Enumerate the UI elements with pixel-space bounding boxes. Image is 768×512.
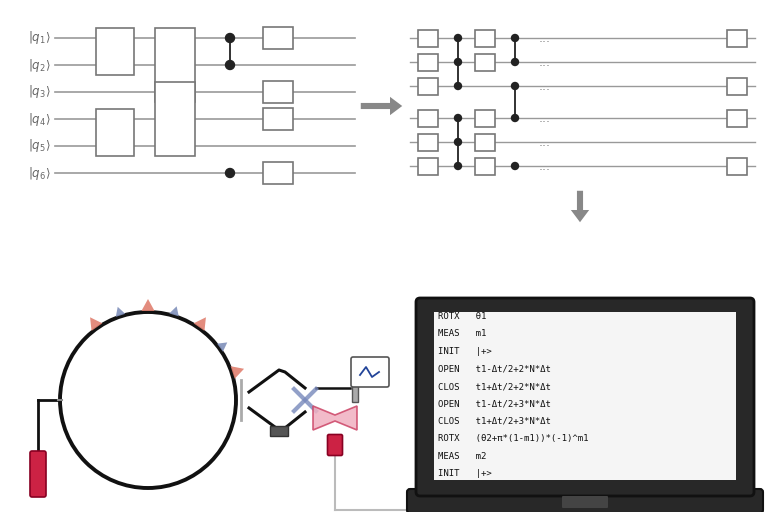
Text: CLOS   t1+Δt/2+2*N*Δt: CLOS t1+Δt/2+2*N*Δt [438, 382, 551, 391]
Bar [96, 109, 134, 156]
Circle shape [511, 34, 518, 41]
Bar [418, 110, 438, 126]
Text: ...: ... [539, 160, 551, 173]
Text: $|q_4\rangle$: $|q_4\rangle$ [28, 111, 51, 127]
Circle shape [511, 58, 518, 66]
FancyBboxPatch shape [327, 435, 343, 456]
Circle shape [511, 115, 518, 121]
Circle shape [455, 139, 462, 145]
FancyBboxPatch shape [562, 496, 608, 508]
Circle shape [455, 162, 462, 169]
Bar [727, 158, 747, 175]
Text: $|q_5\rangle$: $|q_5\rangle$ [28, 138, 51, 155]
Bar [727, 30, 747, 47]
Bar [418, 134, 438, 151]
Polygon shape [141, 299, 154, 311]
Text: $|q_1\rangle$: $|q_1\rangle$ [28, 30, 51, 47]
Text: CLOS   t1+Δt/2+3*N*Δt: CLOS t1+Δt/2+3*N*Δt [438, 417, 551, 426]
Circle shape [455, 34, 462, 41]
Bar [270, 426, 288, 436]
Bar [434, 312, 736, 480]
Bar [727, 110, 747, 126]
Polygon shape [217, 343, 227, 352]
Text: ...: ... [539, 112, 551, 124]
FancyBboxPatch shape [30, 451, 46, 497]
Bar [263, 108, 293, 130]
Text: OPEN   t1-Δt/2+2*N*Δt: OPEN t1-Δt/2+2*N*Δt [438, 365, 551, 373]
Text: ...: ... [539, 136, 551, 148]
Bar [475, 158, 495, 175]
Text: ...: ... [539, 79, 551, 93]
FancyBboxPatch shape [416, 298, 754, 496]
Polygon shape [116, 307, 125, 317]
Circle shape [226, 33, 234, 42]
Text: INIT   |+>: INIT |+> [438, 470, 492, 479]
Text: MEAS   m2: MEAS m2 [438, 452, 486, 461]
Bar [263, 27, 293, 49]
Circle shape [511, 82, 518, 90]
Text: $|q_3\rangle$: $|q_3\rangle$ [28, 83, 51, 100]
Text: $|q_6\rangle$: $|q_6\rangle$ [28, 164, 51, 181]
Text: ...: ... [539, 32, 551, 45]
Text: ...: ... [539, 55, 551, 69]
Polygon shape [230, 366, 244, 379]
Bar [155, 82, 195, 156]
Bar [475, 53, 495, 71]
Text: $|q_2\rangle$: $|q_2\rangle$ [28, 56, 51, 74]
Circle shape [226, 60, 234, 70]
Text: ROTX   θ1: ROTX θ1 [438, 312, 486, 321]
Polygon shape [194, 317, 206, 331]
Bar [263, 162, 293, 184]
Bar [352, 374, 358, 402]
Circle shape [511, 162, 518, 169]
Polygon shape [90, 317, 102, 331]
Bar [263, 81, 293, 103]
Bar [475, 110, 495, 126]
Bar [418, 77, 438, 95]
FancyBboxPatch shape [351, 357, 389, 387]
Circle shape [455, 115, 462, 121]
FancyBboxPatch shape [407, 489, 763, 512]
Polygon shape [169, 306, 179, 316]
Bar [418, 158, 438, 175]
Circle shape [455, 58, 462, 66]
Circle shape [226, 168, 234, 178]
Bar [475, 30, 495, 47]
Bar [418, 30, 438, 47]
Text: ROTX   (θ2+π*(1-m1))*(-1)^m1: ROTX (θ2+π*(1-m1))*(-1)^m1 [438, 435, 588, 443]
Bar [727, 77, 747, 95]
Text: INIT   |+>: INIT |+> [438, 347, 492, 356]
Bar [96, 28, 134, 75]
Text: MEAS   m1: MEAS m1 [438, 330, 486, 338]
Bar [418, 53, 438, 71]
Bar [155, 28, 195, 102]
Polygon shape [313, 406, 357, 430]
Circle shape [455, 82, 462, 90]
Bar [475, 134, 495, 151]
Text: OPEN   t1-Δt/2+3*N*Δt: OPEN t1-Δt/2+3*N*Δt [438, 399, 551, 409]
